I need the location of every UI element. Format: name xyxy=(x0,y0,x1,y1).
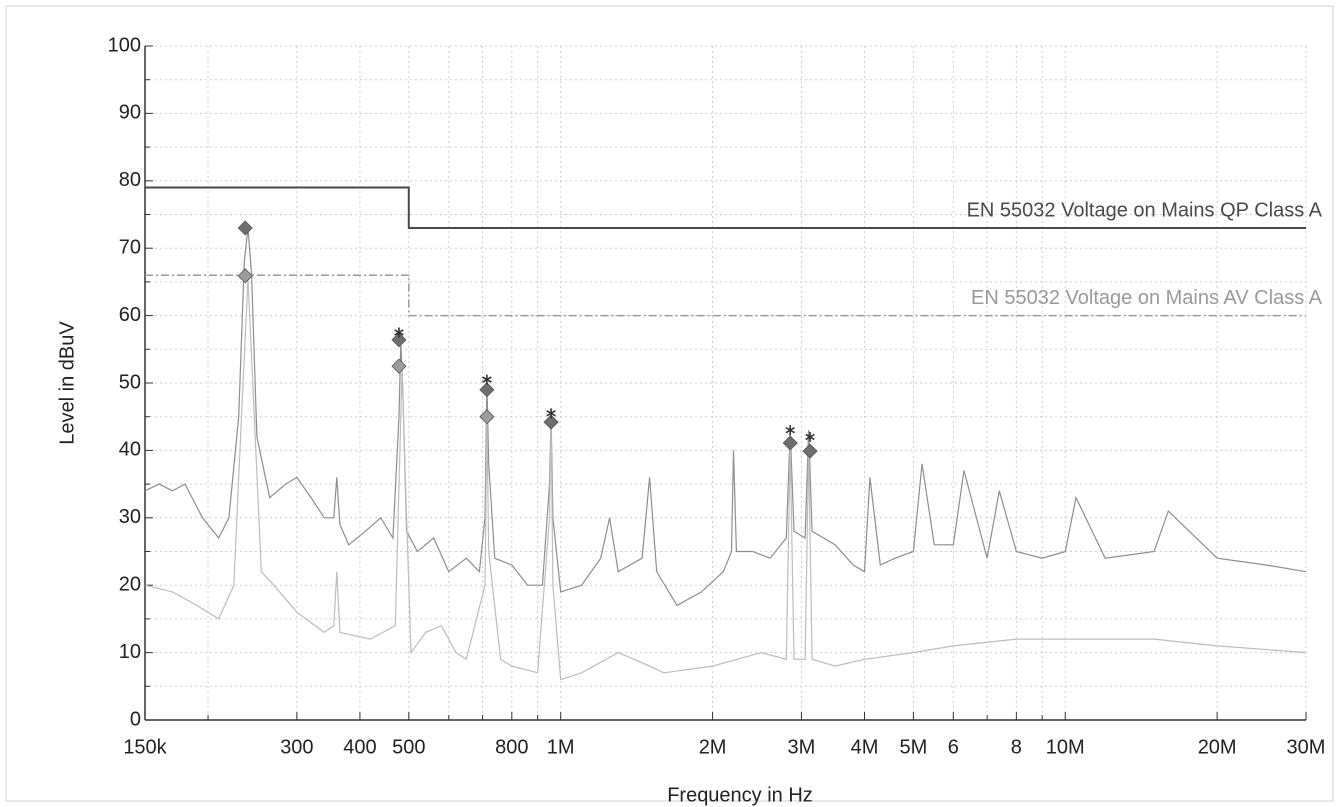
y-tick-label: 90 xyxy=(119,102,141,124)
y-tick-label: 60 xyxy=(119,304,141,326)
y-tick-label: 0 xyxy=(130,708,141,730)
measurement-marker xyxy=(237,268,253,284)
x-tick-label: 500 xyxy=(392,736,425,758)
x-tick-label: 20M xyxy=(1198,736,1237,758)
y-tick-label: 30 xyxy=(119,506,141,528)
x-tick-label: 10M xyxy=(1046,736,1085,758)
y-tick-label: 70 xyxy=(119,236,141,258)
x-tick-label: 5M xyxy=(899,736,927,758)
x-tick-label: 8 xyxy=(1011,736,1022,758)
x-tick-label: 4M xyxy=(851,736,879,758)
y-tick-label: 100 xyxy=(108,34,141,56)
x-tick-label: 6 xyxy=(948,736,959,758)
limit-label: EN 55032 Voltage on Mains AV Class A xyxy=(971,287,1323,309)
x-tick-label: 3M xyxy=(788,736,816,758)
spectrum-trace xyxy=(144,227,1307,607)
x-tick-label: 150k xyxy=(123,736,167,758)
measurement-marker xyxy=(391,358,407,374)
limit-line xyxy=(145,186,1306,229)
final-marker xyxy=(482,374,492,385)
measurement-marker xyxy=(782,435,798,451)
limit-line xyxy=(145,274,1306,317)
y-tick-label: 20 xyxy=(119,573,141,595)
y-axis-label: Level in dBuV xyxy=(56,321,78,445)
x-tick-label: 400 xyxy=(343,736,376,758)
limit-label: EN 55032 Voltage on Mains QP Class A xyxy=(967,199,1323,221)
y-tick-label: 50 xyxy=(119,371,141,393)
y-tick-label: 80 xyxy=(119,169,141,191)
measurement-marker xyxy=(479,382,495,398)
measurement-marker xyxy=(391,332,407,348)
x-axis-label: Frequency in Hz xyxy=(667,784,813,806)
measurement-marker xyxy=(237,220,253,236)
final-marker xyxy=(546,408,556,419)
x-tick-label: 300 xyxy=(280,736,313,758)
measurement-marker xyxy=(543,414,559,430)
x-tick-label: 2M xyxy=(699,736,727,758)
final-marker xyxy=(785,425,795,436)
y-tick-label: 10 xyxy=(119,641,141,663)
final-marker xyxy=(805,431,815,442)
x-tick-label: 1M xyxy=(547,736,575,758)
final-marker xyxy=(394,327,404,338)
measurement-marker xyxy=(479,409,495,425)
frame xyxy=(5,5,1334,802)
spectrum-trace xyxy=(144,278,1307,681)
x-tick-label: 30M xyxy=(1287,736,1326,758)
measurement-marker xyxy=(802,443,818,459)
x-tick-label: 800 xyxy=(495,736,528,758)
y-tick-label: 40 xyxy=(119,439,141,461)
